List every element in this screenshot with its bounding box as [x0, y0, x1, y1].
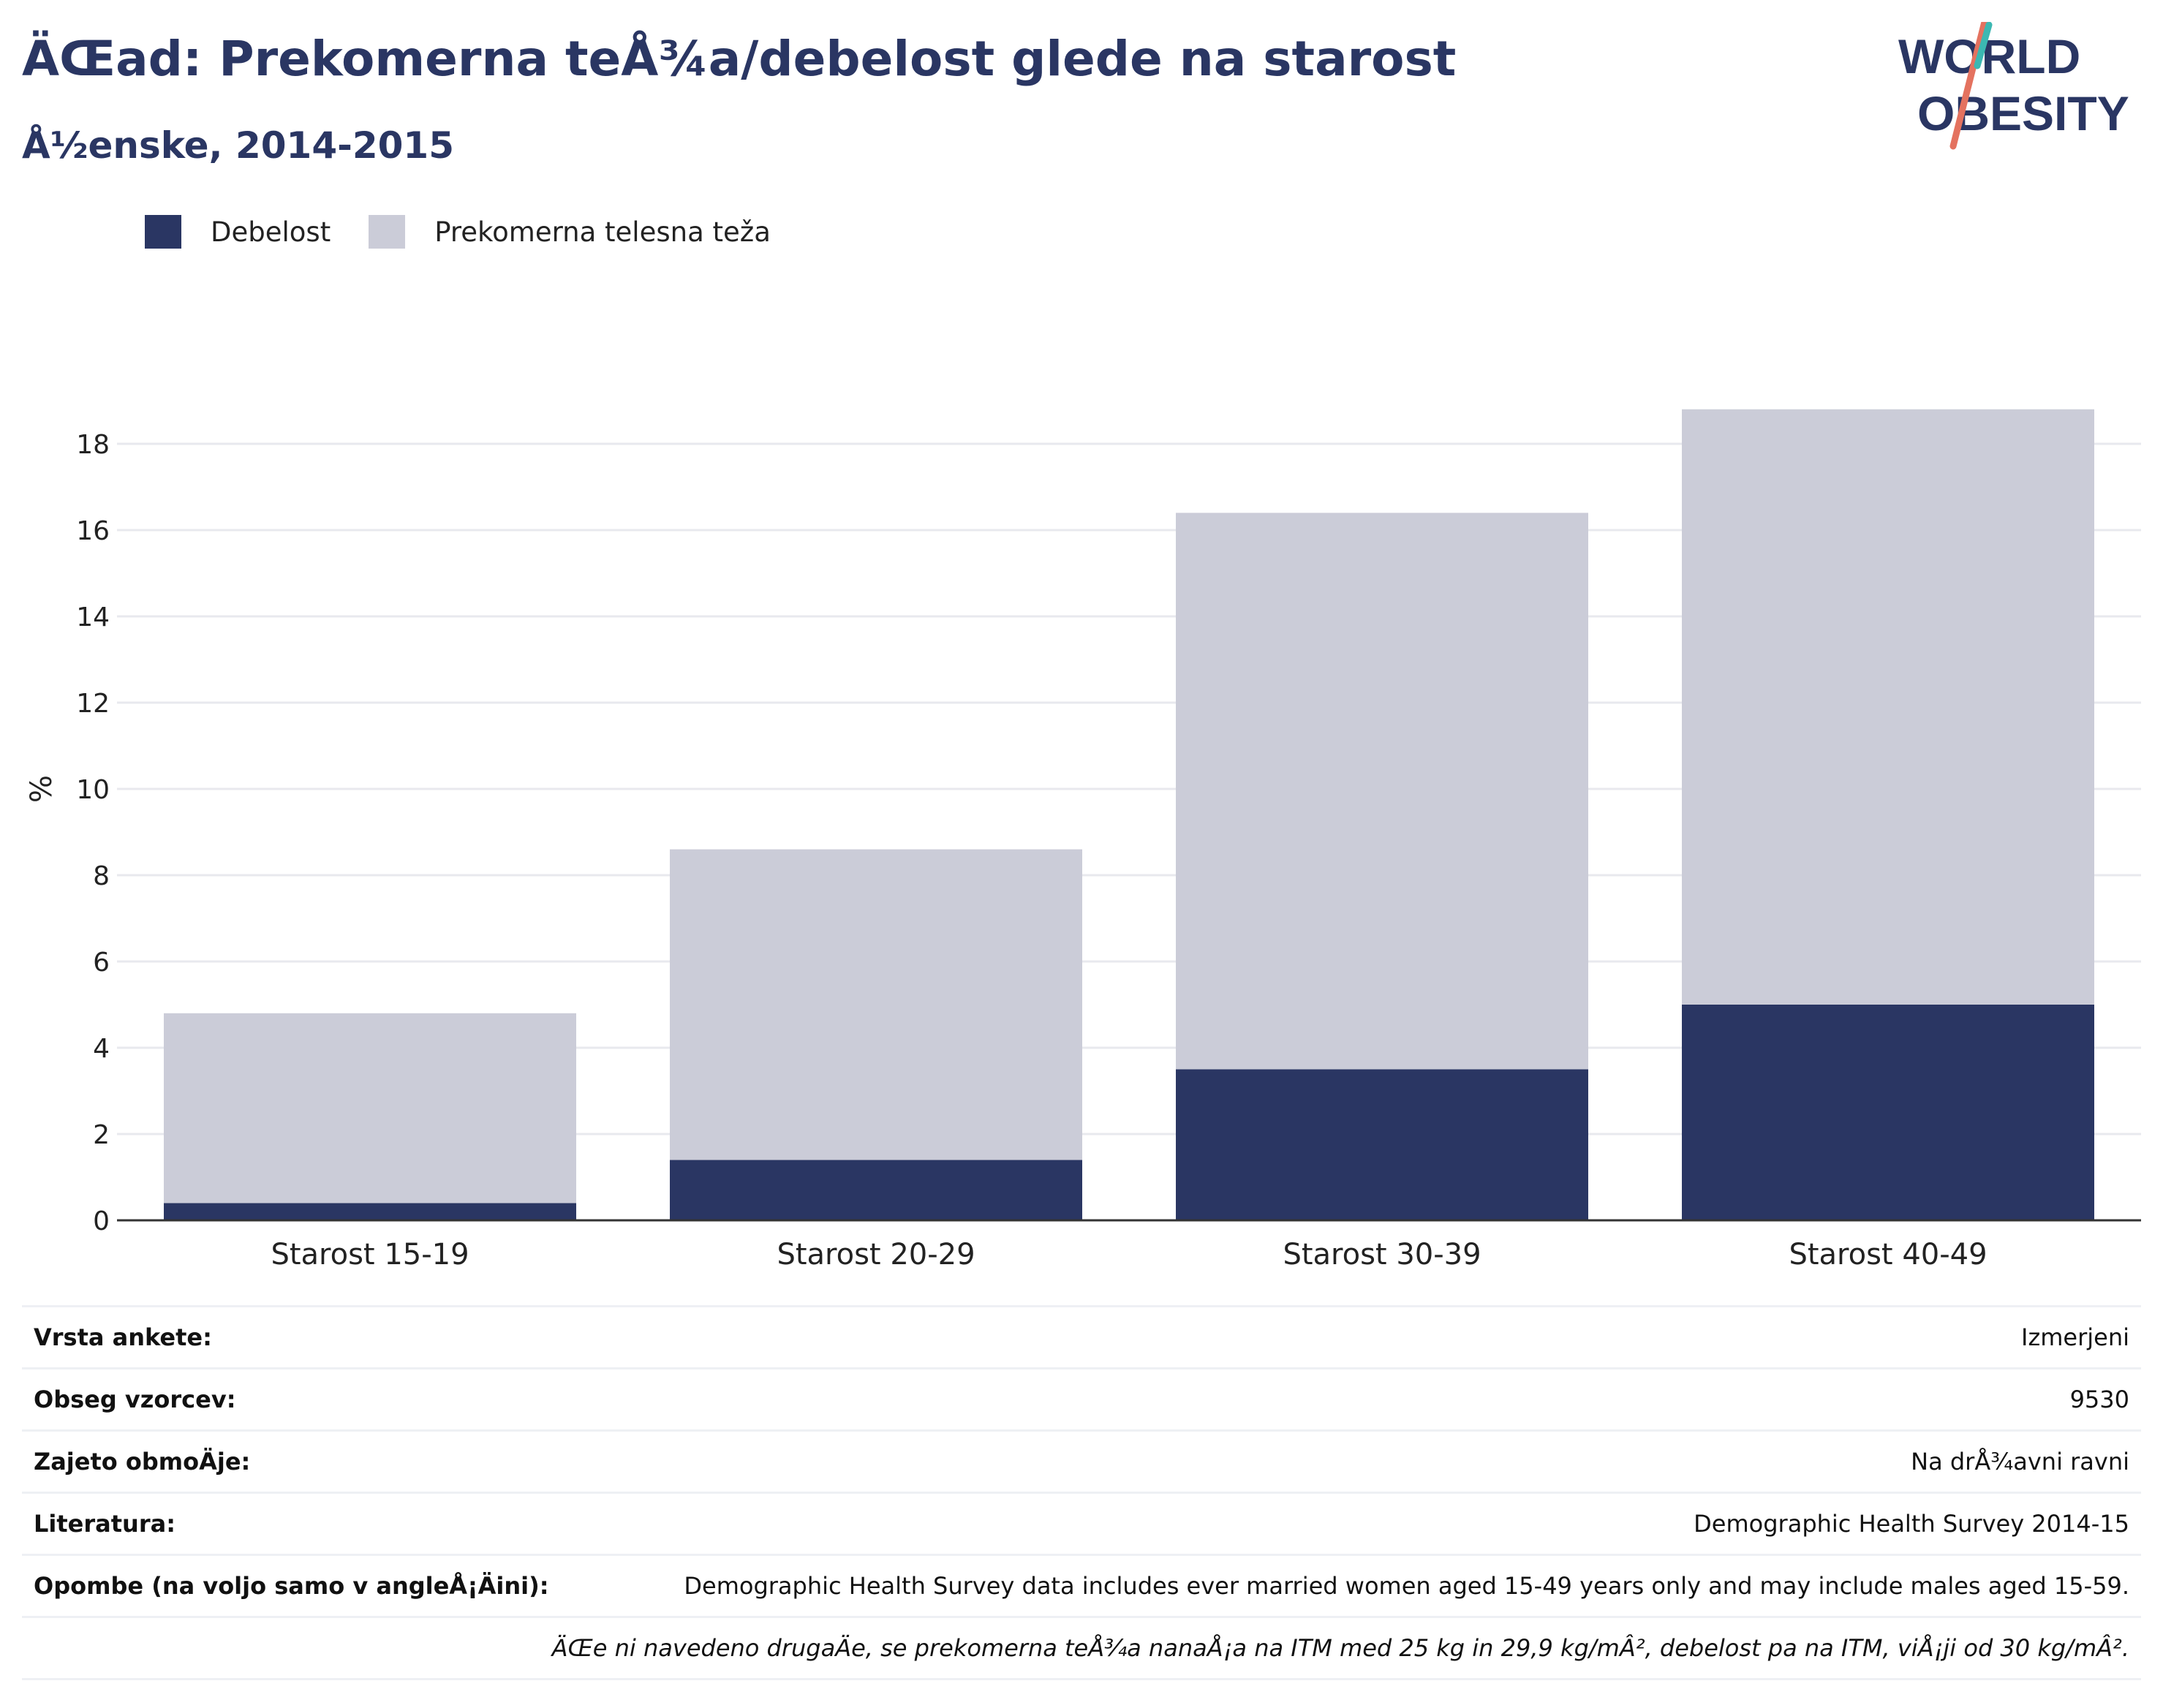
- info-key: Zajeto obmoÄje:: [34, 1448, 251, 1475]
- info-key: Vrsta ankete:: [34, 1323, 212, 1351]
- chart-svg: 0 2 4 6 8 10 12 14 16 18% Starost 15-19 Starost 20-…: [25, 409, 2141, 1271]
- chart-legend: Debelost Prekomerna telesna teža: [145, 215, 809, 249]
- info-value: 9530: [2069, 1386, 2129, 1413]
- legend-label-debelost: Debelost: [211, 216, 331, 248]
- bar-prekomerna: [1682, 409, 2094, 1005]
- y-tick-label: 0: [93, 1206, 110, 1236]
- legend-label-prekomerna: Prekomerna telesna teža: [434, 216, 771, 248]
- y-tick-label: 2: [93, 1120, 110, 1150]
- y-tick-label: 14: [76, 602, 110, 632]
- bar-prekomerna: [670, 849, 1082, 1160]
- legend-item-debelost: Debelost: [145, 215, 331, 249]
- y-tick-label: 16: [76, 516, 110, 546]
- logo-line1: WORLD: [1898, 29, 2080, 83]
- info-row-notes: Opombe (na voljo samo v angleÅ¡Äini): De…: [22, 1554, 2141, 1616]
- x-tick-label: Starost 15-19: [271, 1238, 469, 1271]
- info-table: Vrsta ankete: Izmerjeni Obseg vzorcev: 9…: [22, 1305, 2141, 1680]
- info-row-survey-type: Vrsta ankete: Izmerjeni: [22, 1305, 2141, 1367]
- y-tick-label: 12: [76, 689, 110, 719]
- info-value: Demographic Health Survey data includes …: [684, 1572, 2129, 1600]
- info-row-reference: Literatura: Demographic Health Survey 20…: [22, 1492, 2141, 1554]
- bar-debelost: [670, 1160, 1082, 1220]
- y-tick-label: 10: [76, 775, 110, 805]
- info-key: Obseg vzorcev:: [34, 1386, 236, 1413]
- y-axis-label: %: [25, 775, 58, 803]
- bar-debelost: [1176, 1069, 1588, 1220]
- bar-prekomerna: [164, 1013, 576, 1203]
- legend-swatch-debelost: [145, 215, 181, 249]
- bar-chart: 0 2 4 6 8 10 12 14 16 18% Starost 15-19 Starost 20-…: [0, 307, 2163, 1280]
- x-tick-label: Starost 30-39: [1283, 1238, 1481, 1271]
- bar-debelost: [1682, 1005, 2094, 1220]
- logo-slash-red: [1949, 18, 1988, 150]
- legend-swatch-prekomerna: [369, 215, 406, 249]
- info-row-area: Zajeto obmoÄje: Na drÅ¾avni ravni: [22, 1429, 2141, 1492]
- logo-line2: OBESITY: [1917, 86, 2129, 140]
- y-tick-label: 4: [93, 1034, 110, 1064]
- chart-title: ÄŒad: Prekomerna teÅ¾a/debelost glede na…: [22, 31, 1457, 87]
- info-key: Literatura:: [34, 1510, 175, 1538]
- info-row-sample-size: Obseg vzorcev: 9530: [22, 1367, 2141, 1429]
- x-tick-label: Starost 20-29: [777, 1238, 975, 1271]
- footnote-row: ÄŒe ni navedeno drugaÄe, se prekomerna t…: [22, 1616, 2141, 1680]
- footnote: ÄŒe ni navedeno drugaÄe, se prekomerna t…: [551, 1634, 2129, 1662]
- legend-item-prekomerna: Prekomerna telesna teža: [369, 215, 771, 249]
- y-tick-label: 18: [76, 430, 110, 460]
- x-tick-label: Starost 40-49: [1789, 1238, 1987, 1271]
- info-value: Na drÅ¾avni ravni: [1911, 1448, 2129, 1475]
- bar-prekomerna: [1176, 513, 1588, 1070]
- chart-subtitle: Å½enske, 2014-2015: [22, 124, 455, 167]
- y-tick-label: 6: [93, 948, 110, 978]
- y-tick-label: 8: [93, 861, 110, 891]
- info-value: Izmerjeni: [2021, 1323, 2129, 1351]
- bar-debelost: [164, 1203, 576, 1220]
- logo-slash-teal: [1974, 21, 1993, 69]
- world-obesity-logo: WORLD OBESITY: [1898, 18, 2140, 161]
- info-value: Demographic Health Survey 2014-15: [1694, 1510, 2129, 1538]
- info-key: Opombe (na voljo samo v angleÅ¡Äini):: [34, 1572, 549, 1600]
